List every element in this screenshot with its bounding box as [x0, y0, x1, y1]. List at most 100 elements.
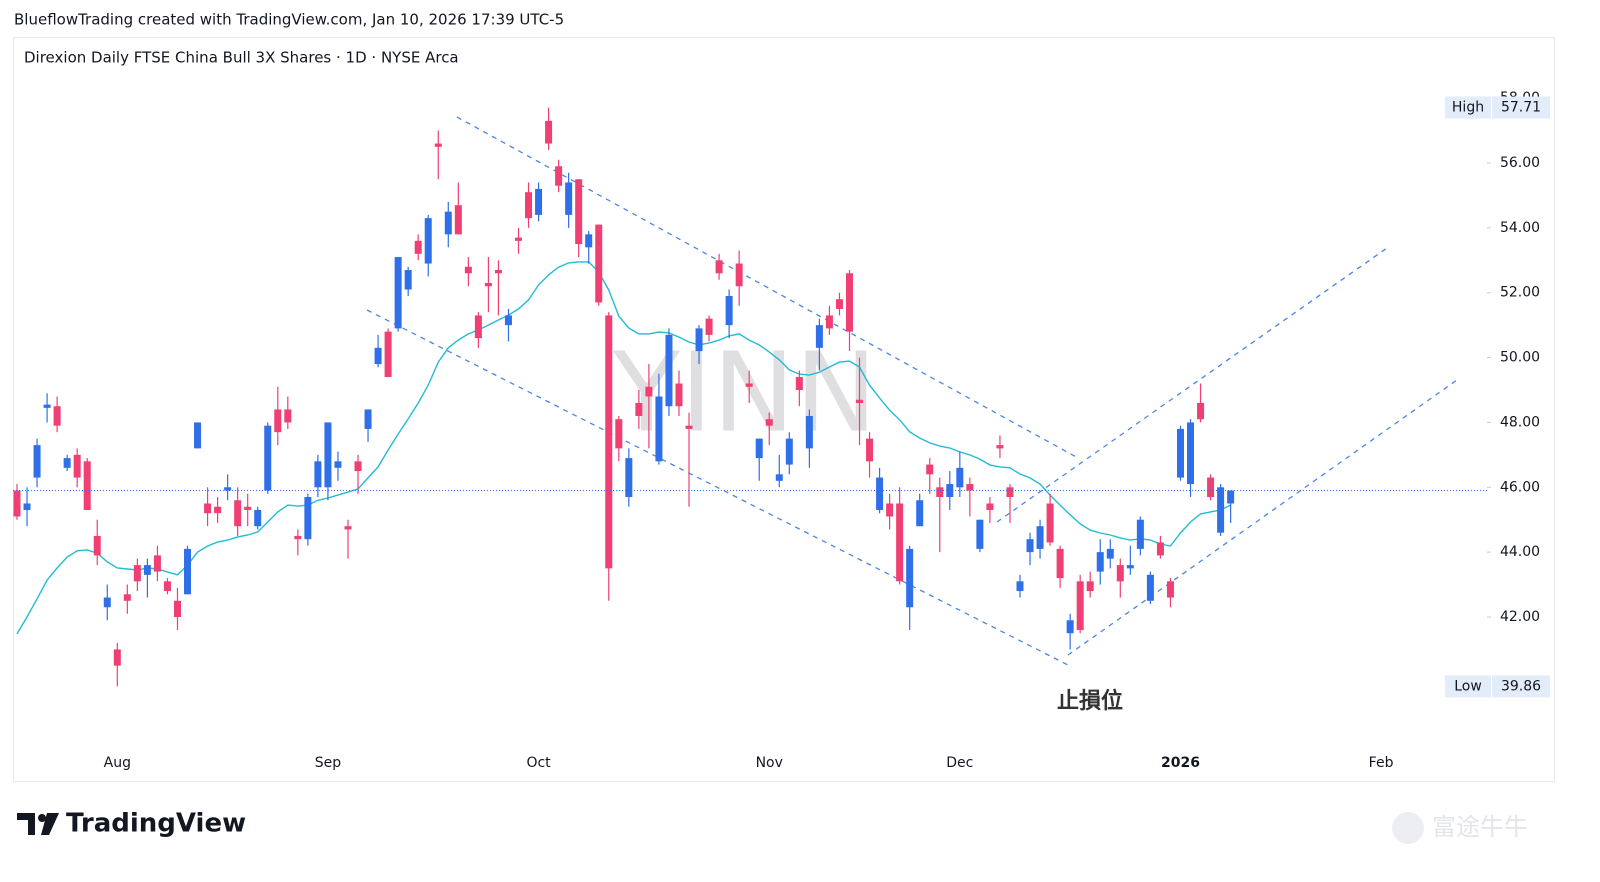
- candle-body: [1016, 581, 1024, 592]
- candle-body: [344, 526, 352, 530]
- candle-body: [394, 257, 402, 329]
- y-tick-label: 46.00: [1500, 479, 1540, 495]
- candle-body: [1056, 548, 1064, 579]
- candle-body: [434, 143, 442, 147]
- candle-body: [535, 188, 543, 215]
- header: BlueflowTrading created with TradingView…: [14, 11, 564, 29]
- candle-body: [1207, 477, 1215, 498]
- candle-body: [585, 234, 593, 248]
- logo-mark: [41, 813, 59, 835]
- logo-mark: [17, 813, 35, 835]
- candle-body: [835, 299, 843, 309]
- candle-body: [314, 461, 322, 488]
- candle-body: [845, 273, 853, 332]
- candle-body: [805, 415, 813, 449]
- y-tick-label: 44.00: [1500, 544, 1540, 560]
- candle-body: [906, 548, 914, 608]
- candle-body: [284, 409, 292, 423]
- candle-body: [153, 555, 161, 572]
- candle-body: [113, 649, 121, 666]
- candle-body: [976, 519, 984, 549]
- candle-body: [484, 282, 492, 287]
- candle-body: [1006, 487, 1014, 498]
- candle-body: [866, 438, 874, 462]
- logo-mark: [38, 814, 46, 822]
- trendline: [456, 116, 1079, 459]
- candle-body: [525, 192, 533, 219]
- marker-value-box: [1492, 96, 1550, 119]
- candle-body: [515, 237, 522, 241]
- candle-body: [655, 396, 663, 462]
- candle-body: [93, 535, 101, 556]
- candle-body: [133, 565, 141, 582]
- candle-body: [1156, 542, 1164, 556]
- candle-body: [605, 315, 613, 569]
- candle-body: [1136, 519, 1144, 549]
- marker-value-box: [1492, 675, 1550, 698]
- candle-body: [565, 182, 573, 215]
- candle-body: [454, 205, 462, 235]
- candle-body: [795, 377, 803, 391]
- candle-body: [53, 406, 61, 426]
- candle-body: [1126, 565, 1134, 569]
- y-tick-label: 50.00: [1500, 350, 1540, 366]
- candle-body: [1116, 565, 1124, 582]
- candle-body: [424, 218, 432, 264]
- candle-body: [23, 503, 31, 510]
- candle-body: [1076, 581, 1084, 630]
- candle-body: [926, 464, 934, 475]
- candle-body: [304, 497, 312, 540]
- candle-body: [384, 331, 392, 378]
- x-tick-label: Feb: [1369, 755, 1394, 771]
- candle-body: [33, 445, 41, 478]
- watermark-icon: [1392, 812, 1424, 844]
- y-tick-label: 56.00: [1500, 155, 1540, 171]
- candle-body: [173, 600, 181, 617]
- x-tick-label: Sep: [315, 755, 342, 771]
- candle-body: [504, 315, 512, 326]
- candle-body: [1106, 548, 1114, 559]
- candle-body: [143, 565, 151, 575]
- candle-body: [224, 487, 232, 491]
- candle-body: [685, 425, 693, 429]
- candle-body: [775, 474, 783, 481]
- candle-body: [63, 458, 71, 468]
- marker-label: Low: [1454, 678, 1482, 694]
- candle-body: [765, 419, 773, 426]
- brand: TradingView: [66, 809, 246, 839]
- candle-body: [364, 409, 372, 429]
- y-tick-label: 48.00: [1500, 414, 1540, 430]
- candle-body: [645, 386, 653, 397]
- x-tick-label: Aug: [104, 755, 131, 771]
- candle-body: [986, 503, 994, 510]
- candle-body: [886, 503, 894, 517]
- annotation: 止損位: [1057, 688, 1123, 714]
- x-tick-label: Oct: [526, 755, 551, 771]
- y-tick-label: 52.00: [1500, 285, 1540, 301]
- candle-body: [876, 477, 884, 510]
- candle-body: [194, 422, 202, 449]
- candle-body: [374, 347, 382, 365]
- candle-body: [163, 581, 171, 592]
- candle-body: [996, 445, 1004, 449]
- candle-body: [545, 120, 553, 144]
- candle-body: [324, 422, 332, 488]
- marker-value: 57.71: [1501, 100, 1541, 116]
- marker-label: High: [1452, 100, 1484, 116]
- candle-body: [825, 315, 833, 329]
- candle-body: [595, 224, 603, 303]
- candle-body: [916, 500, 924, 527]
- candle-body: [83, 461, 91, 510]
- candle-body: [1227, 490, 1235, 504]
- candle-body: [464, 266, 472, 274]
- candle-body: [675, 383, 683, 407]
- candle-body: [264, 425, 272, 491]
- candle-body: [1166, 581, 1174, 598]
- x-tick-label: Dec: [946, 755, 973, 771]
- moving-average: [16, 261, 1231, 635]
- candle-body: [1197, 402, 1205, 420]
- candle-body: [254, 509, 262, 527]
- x-tick-label: 2026: [1161, 755, 1200, 771]
- candle-body: [966, 484, 974, 491]
